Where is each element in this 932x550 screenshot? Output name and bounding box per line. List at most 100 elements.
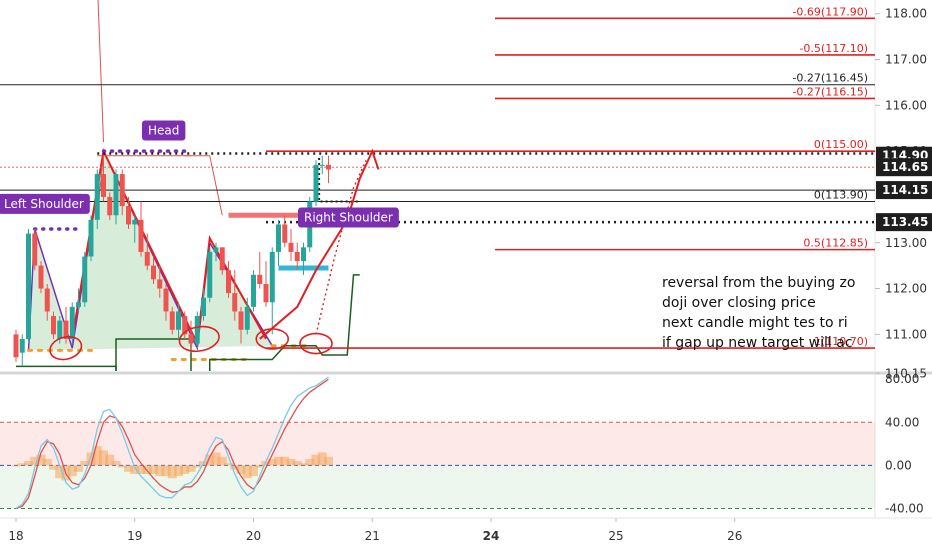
- oscillator-histogram-bar: [192, 465, 202, 468]
- left-shoulder-label[interactable]: Left Shoulder: [0, 193, 90, 214]
- price-tag-label: 114.65: [882, 160, 928, 174]
- price-tag-label: 114.15: [882, 183, 928, 197]
- oscillator-histogram-bar: [274, 456, 283, 466]
- annotation-line-4: if gap up new target will ac: [662, 335, 853, 351]
- oscillator-histogram: [11, 446, 333, 481]
- price-tag-label: 113.45: [882, 215, 928, 229]
- candle-body: [207, 251, 213, 298]
- oscillator-histogram-bar: [42, 458, 52, 466]
- candle-body: [301, 247, 306, 262]
- oscillator-histogram-bar: [311, 454, 321, 466]
- candle-body: [182, 316, 188, 335]
- oscillator-histogram-bar: [174, 465, 183, 477]
- main-pane: [0, 0, 875, 371]
- price-tick-label: 116.00: [885, 98, 927, 112]
- fibonacci-levels: [0, 17, 875, 349]
- candle-body: [244, 306, 250, 330]
- time-tick-label: 18: [8, 529, 23, 543]
- user-drawings: [16, 0, 360, 371]
- candle-body: [213, 247, 219, 252]
- oscillator-histogram-bar: [74, 465, 83, 472]
- candle-body: [232, 293, 238, 312]
- oscillator-histogram-bar: [205, 454, 215, 466]
- level-label: -0.69(117.90): [792, 5, 868, 18]
- candle-body: [294, 251, 300, 262]
- candle-body: [226, 270, 231, 294]
- oscillator-histogram-bar: [67, 465, 77, 477]
- candle-body: [276, 224, 281, 252]
- oscillator-histogram-bar: [211, 452, 221, 466]
- candle-body: [126, 206, 131, 225]
- oscillator-histogram-bar: [286, 458, 296, 466]
- candle-body: [88, 219, 94, 257]
- candle-body: [82, 256, 88, 303]
- thin-red-connector: [184, 155, 223, 216]
- candle-body: [57, 320, 63, 339]
- candle-body: [107, 196, 113, 216]
- oscillator-histogram-bar: [24, 461, 33, 466]
- pattern-labels: Left Shoulder Head Right Shoulder: [0, 120, 399, 228]
- candle-body: [51, 316, 56, 335]
- oscillator-histogram-bar: [236, 465, 246, 474]
- right-shoulder-label[interactable]: Right Shoulder: [298, 207, 399, 228]
- oscillator-histogram-bar: [224, 463, 233, 466]
- oscillator-histogram-bar: [55, 465, 65, 479]
- time-tick-label: 21: [365, 529, 380, 543]
- candle-body: [326, 164, 331, 170]
- oscillator-histogram-bar: [149, 465, 158, 474]
- oscillator-histogram-bar: [292, 461, 302, 466]
- time-tick-label: 24: [483, 529, 500, 543]
- left-shoulder-text: Left Shoulder: [4, 197, 84, 211]
- candle-body: [69, 306, 75, 339]
- time-axis[interactable]: 18 19 20 21 24 25 26: [8, 518, 742, 543]
- support-line-2: [115, 338, 192, 371]
- oscillator-histogram-bar: [99, 450, 108, 466]
- level-label: -0.5(117.10): [799, 42, 868, 55]
- oscillator-histogram-bar: [36, 454, 46, 466]
- price-tag-background: [876, 181, 932, 200]
- oscillator-histogram-bar: [17, 463, 27, 466]
- price-tick-label: 118.00: [885, 7, 927, 21]
- candle-body: [269, 251, 275, 303]
- oscillator-histogram-bar: [242, 465, 252, 479]
- head-text: Head: [148, 124, 179, 138]
- candle-body: [13, 334, 19, 358]
- oscillator-histogram-bar: [267, 458, 277, 466]
- oscillator-lines: [15, 376, 329, 510]
- oscillator-histogram-bar: [186, 465, 196, 472]
- oscillator-histogram-bar: [324, 456, 333, 466]
- oscillator-histogram-bar: [124, 465, 133, 472]
- candle-body: [263, 283, 269, 303]
- candle-body: [113, 174, 119, 216]
- oscillator-pane: [0, 376, 875, 510]
- thin-red-diagonal: [97, 0, 104, 143]
- oscillator-line-1: [15, 378, 329, 510]
- candle-body: [101, 174, 106, 197]
- candle-body: [257, 274, 263, 284]
- oscillator-tick-label: -40.00: [885, 501, 924, 515]
- level-label: 1(110.70): [814, 335, 868, 348]
- oscillator-histogram-bar: [155, 465, 165, 477]
- oscillator-histogram-bar: [217, 456, 227, 466]
- price-tag-background: [876, 158, 932, 177]
- time-tick-label: 25: [608, 529, 623, 543]
- oscillator-histogram-bar: [80, 461, 90, 466]
- price-tick-label: 113.00: [885, 236, 927, 250]
- oscillator-overbought-band: [0, 422, 875, 466]
- oscillator-axis[interactable]: 80.00 40.00 0.00 -40.00: [885, 372, 924, 515]
- candle-body: [38, 265, 44, 289]
- oscillator-histogram-bar: [280, 456, 290, 466]
- oscillator-tick-label: 40.00: [885, 415, 919, 429]
- candle-body: [19, 338, 25, 353]
- oscillator-histogram-bar: [167, 465, 177, 479]
- level-label: -0.27(116.15): [792, 85, 868, 98]
- time-tick-label: 19: [127, 529, 142, 543]
- candle-body: [132, 219, 138, 225]
- oscillator-histogram-bar: [299, 463, 308, 466]
- head-label[interactable]: Head: [142, 120, 186, 141]
- annotation-line-2: doji over closing price: [662, 295, 816, 311]
- candle-body: [151, 265, 156, 280]
- candle-body: [144, 251, 150, 266]
- candle-body: [163, 288, 169, 312]
